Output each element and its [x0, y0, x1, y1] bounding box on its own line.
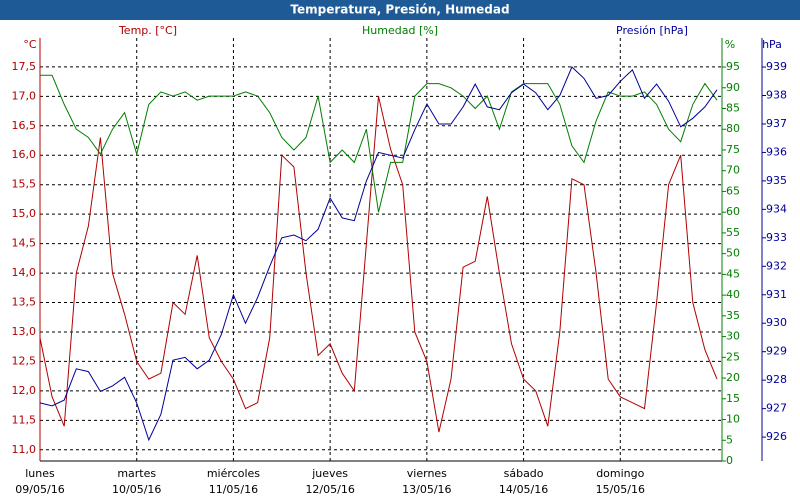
y-tick-label: 15,0 [12, 207, 37, 220]
legend-label: Presión [hPa] [616, 24, 688, 37]
y3-tick-label: 926 [766, 430, 787, 443]
y2-tick-label: 30 [726, 330, 740, 343]
y-tick-label: 14,0 [12, 266, 37, 279]
y2-tick-label: 60 [726, 205, 740, 218]
y2-tick-label: 25 [726, 350, 740, 363]
y-tick-label: 12,0 [12, 384, 37, 397]
x-tick-label: 14/05/16 [499, 483, 548, 496]
x-tick-label: sábado [504, 467, 544, 480]
y-tick-label: 15,5 [12, 178, 37, 191]
y3-tick-label: 928 [766, 373, 787, 386]
x-tick-label: viernes [407, 467, 447, 480]
y-tick-label: 11,5 [12, 413, 37, 426]
y2-tick-label: 55 [726, 226, 740, 239]
legend-label: Humedad [%] [362, 24, 438, 37]
y2-tick-label: 35 [726, 309, 740, 322]
y3-tick-label: 933 [766, 231, 787, 244]
x-tick-label: miércoles [207, 467, 260, 480]
legend-label: Temp. [°C] [118, 24, 177, 37]
y2-tick-label: 10 [726, 413, 740, 426]
y-tick-label: 16,5 [12, 119, 37, 132]
y-tick-label: 12,5 [12, 354, 37, 367]
y-tick-label: 16,0 [12, 148, 37, 161]
series-line [39, 66, 718, 442]
y-tick-label: 14,5 [12, 237, 37, 250]
chart-title: Temperatura, Presión, Humedad [290, 3, 509, 17]
x-tick-label: 13/05/16 [402, 483, 451, 496]
y3-tick-label: 934 [766, 202, 787, 215]
y2-tick-label: 95 [726, 60, 740, 73]
series-line [40, 74, 718, 213]
x-tick-label: 09/05/16 [15, 483, 64, 496]
series-line [39, 96, 718, 433]
x-tick-label: 12/05/16 [305, 483, 354, 496]
y2-tick-label: 75 [726, 143, 740, 156]
y2-tick-label: 85 [726, 102, 740, 115]
y2-tick-label: 5 [726, 433, 733, 446]
y2-tick-label: 40 [726, 288, 740, 301]
y-tick-label: 17,5 [12, 60, 37, 73]
y3-tick-label: 929 [766, 345, 787, 358]
y-unit: °C [23, 38, 37, 51]
x-tick-label: lunes [25, 467, 55, 480]
y3-tick-label: 936 [766, 145, 787, 158]
y2-tick-label: 50 [726, 247, 740, 260]
y2-unit: % [725, 38, 735, 51]
x-tick-label: domingo [596, 467, 644, 480]
y2-tick-label: 20 [726, 371, 740, 384]
plot-area [40, 38, 722, 461]
y2-tick-label: 90 [726, 81, 740, 94]
x-tick-label: 11/05/16 [209, 483, 258, 496]
y3-tick-label: 939 [766, 60, 787, 73]
y3-tick-label: 931 [766, 288, 787, 301]
y2-tick-label: 45 [726, 267, 740, 280]
y2-tick-label: 0 [726, 454, 733, 467]
y2-tick-label: 65 [726, 184, 740, 197]
x-tick-label: martes [117, 467, 156, 480]
title-bar [0, 0, 800, 20]
y-tick-label: 13,0 [12, 325, 37, 338]
y3-tick-label: 937 [766, 117, 787, 130]
y-tick-label: 11,0 [12, 443, 37, 456]
x-tick-label: 10/05/16 [112, 483, 161, 496]
x-tick-label: jueves [311, 467, 348, 480]
y2-tick-label: 70 [726, 164, 740, 177]
y3-tick-label: 935 [766, 174, 787, 187]
y-tick-label: 13,5 [12, 296, 37, 309]
y3-tick-label: 932 [766, 259, 787, 272]
y3-tick-label: 930 [766, 316, 787, 329]
x-tick-label: 15/05/16 [596, 483, 645, 496]
y2-tick-label: 80 [726, 122, 740, 135]
y3-tick-label: 927 [766, 402, 787, 415]
y3-tick-label: 938 [766, 89, 787, 102]
y2-tick-label: 15 [726, 392, 740, 405]
y-tick-label: 17,0 [12, 89, 37, 102]
y3-unit: hPa [762, 38, 782, 51]
